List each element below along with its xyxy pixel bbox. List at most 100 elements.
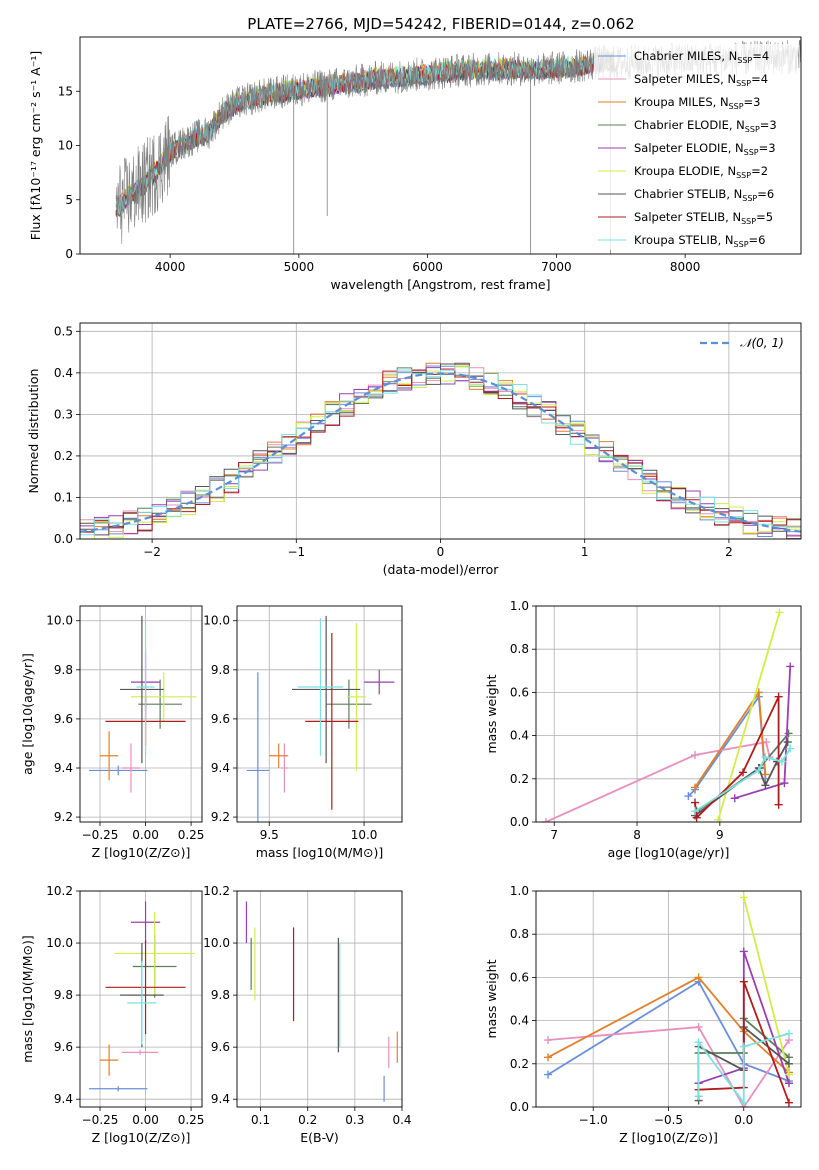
- y-tick-label: 10.2: [46, 884, 73, 898]
- y-tick-label: 0.3: [54, 407, 73, 421]
- x-tick-label: 5000: [284, 260, 315, 274]
- errorbar-sm: [121, 1049, 159, 1055]
- weight-series-ke: [714, 608, 784, 822]
- errorbar-ce: [326, 679, 372, 729]
- panel-residuals: −2 −1 0 1 2 0.0 0.1 0.2 0.3 0.4 0.5 (data-model)/er…: [26, 322, 802, 577]
- errorbar-km: [269, 743, 289, 768]
- legend-label-sm: Salpeter MILES, NSSP=4: [634, 72, 768, 88]
- legend-count: =4: [752, 49, 769, 63]
- legend-count: =3: [759, 141, 776, 155]
- y-tick-label: 9.6: [211, 712, 230, 726]
- plot-area: [245, 901, 398, 1102]
- weight-marker: [774, 800, 783, 809]
- legend-label-cm: Chabrier MILES, NSSP=4: [634, 49, 769, 65]
- x-tick-label: 8: [633, 828, 641, 842]
- weight-marker: [694, 973, 703, 982]
- x-tick-label: 9: [716, 828, 724, 842]
- spectrum-legend: Chabrier MILES, NSSP=4 Salpeter MILES, NS…: [594, 44, 798, 250]
- y-tick-label: 0.0: [54, 532, 73, 546]
- weight-marker: [714, 815, 723, 822]
- errorbar-ss: [305, 633, 359, 810]
- panel-mw_vs_Z: −1.0 −0.5 0.0 0.0 0.2 0.4 0.6 0.8 1.0 Z [log10(Z/…: [484, 884, 802, 1145]
- weight-marker: [774, 692, 783, 701]
- errorbar-sm: [280, 743, 289, 793]
- weight-marker: [783, 738, 792, 747]
- weight-line: [742, 897, 790, 1075]
- weight-marker: [784, 1070, 793, 1079]
- legend-box: [594, 44, 798, 250]
- y-tick-label: 10.0: [203, 936, 230, 950]
- x-tick-label: 0.25: [178, 1113, 205, 1127]
- weight-series-ks: [691, 744, 795, 816]
- axes-frame: [79, 890, 203, 1108]
- weight-marker: [544, 1053, 553, 1062]
- y-tick-label: 1.0: [510, 599, 529, 613]
- y-tick-label: 0.1: [54, 490, 73, 504]
- weight-marker: [761, 770, 770, 779]
- weight-marker: [739, 1042, 748, 1051]
- legend-count: =3: [760, 118, 777, 132]
- y-tick-label: 9.2: [54, 810, 73, 824]
- legend-label-normal: 𝒩(0, 1): [740, 336, 784, 350]
- x-tick-label: 2: [725, 545, 733, 559]
- weight-marker: [684, 792, 693, 801]
- panel-age_vs_Z: −0.25 0.00 0.25 9.2 9.4 9.6 9.8 10.0 Z [log10(Z/…: [20, 605, 204, 860]
- x-tick-label: 7000: [541, 260, 572, 274]
- x-tick-label: −0.25: [82, 1113, 119, 1127]
- y-tick-label: 9.8: [54, 988, 73, 1002]
- weight-marker: [780, 779, 789, 788]
- legend-subscript: SSP: [737, 56, 752, 65]
- legend-label-ss: Salpeter STELIB, NSSP=5: [634, 210, 773, 226]
- legend-label-se: Salpeter ELODIE, NSSP=3: [634, 141, 776, 157]
- y-tick-label: 0.2: [510, 1057, 529, 1071]
- plot-area: [115, 39, 801, 254]
- plot-area: [89, 615, 197, 793]
- y-tick-label: 0.0: [510, 1100, 529, 1114]
- errorbar-ks: [136, 618, 155, 756]
- y-tick-label: 0.6: [510, 970, 529, 984]
- figure-title: PLATE=2766, MJD=54242, FIBERID=0144, z=0…: [247, 15, 634, 33]
- errorbar-ke: [114, 911, 195, 996]
- x-tick-label: 1: [581, 545, 589, 559]
- y-tick-label: 0.4: [510, 729, 529, 743]
- legend-count: =5: [756, 210, 773, 224]
- legend-count: =6: [757, 187, 774, 201]
- x-tick-label: 0.3: [345, 1113, 364, 1127]
- legend-subscript: SSP: [729, 102, 744, 111]
- legend-subscript: SSP: [741, 217, 756, 226]
- weight-line: [547, 1026, 790, 1107]
- y-tick-label: 9.4: [211, 1092, 230, 1106]
- y-tick-label: 9.4: [211, 761, 230, 775]
- plot-area: [246, 615, 395, 822]
- legend-subscript: SSP: [736, 171, 751, 180]
- errorbar-sm: [121, 743, 141, 793]
- y-tick-label: 1.0: [510, 884, 529, 898]
- errorbar-ks: [297, 618, 344, 756]
- weight-marker: [739, 768, 748, 777]
- weight-marker: [784, 1098, 793, 1107]
- weight-marker: [786, 744, 795, 753]
- x-tick-label: 0.00: [132, 1113, 159, 1127]
- y-tick-label: 9.6: [54, 1040, 73, 1054]
- weight-marker: [739, 893, 748, 902]
- legend-label-ce: Chabrier ELODIE, NSSP=3: [634, 118, 777, 134]
- x-tick-label: 7: [550, 828, 558, 842]
- legend-label-ks: Kroupa STELIB, NSSP=6: [634, 233, 765, 249]
- y-tick-label: 10.0: [46, 614, 73, 628]
- weight-marker: [784, 1029, 793, 1038]
- weight-marker: [541, 818, 550, 822]
- x-axis-label: Z [log10(Z/Z⊙)]: [92, 1130, 191, 1145]
- weight-line: [545, 741, 771, 822]
- weight-series-ke: [739, 893, 793, 1079]
- axes-frame: [79, 322, 802, 540]
- x-tick-label: 0.2: [298, 1113, 317, 1127]
- errorbar-cm: [89, 765, 148, 776]
- x-axis-label: mass [log10(M/M⊙)]: [256, 845, 384, 860]
- y-tick-label: 9.8: [54, 663, 73, 677]
- weight-marker: [691, 751, 699, 760]
- weight-marker: [784, 1079, 793, 1088]
- y-tick-label: 9.4: [54, 1092, 73, 1106]
- y-tick-label: 10.0: [46, 936, 73, 950]
- errorbar-ke: [347, 623, 366, 771]
- y-tick-label: 15: [58, 84, 73, 98]
